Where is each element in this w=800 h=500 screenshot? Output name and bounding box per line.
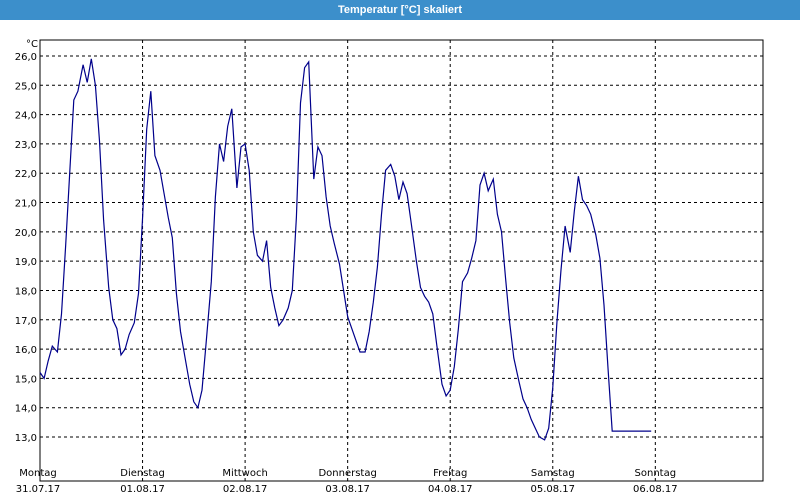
x-tick-date: 05.08.17 [531, 484, 576, 495]
y-tick-label: 13,0 [15, 433, 37, 444]
temperature-chart: °C 26,0 25,0 24,0 23,0 22,0 21,0 20,0 19,0 18,0 1… [15, 39, 764, 495]
x-tick-weekday: Dienstag [120, 468, 165, 479]
x-tick-date: 01.08.17 [120, 484, 165, 495]
chart-title: Temperatur [°C] skaliert [0, 0, 800, 20]
y-tick-label: 25,0 [15, 81, 37, 92]
x-tick-weekday: Freitag [433, 468, 467, 479]
y-tick-label: 14,0 [15, 404, 37, 415]
x-tick-weekday: Samstag [531, 468, 575, 479]
y-tick-labels: 26,0 25,0 24,0 23,0 22,0 21,0 20,0 19,0 18,0 17,0… [15, 52, 37, 444]
y-axis-unit-label: °C [26, 39, 38, 50]
y-tick-label: 15,0 [15, 374, 37, 385]
x-tick-date: 02.08.17 [223, 484, 268, 495]
y-tick-label: 23,0 [15, 140, 37, 151]
y-tick-label: 18,0 [15, 286, 37, 297]
x-tick-labels: Montag 31.07.17 Dienstag 01.08.17 Mittwoch 02… [16, 468, 678, 495]
y-tick-label: 19,0 [15, 257, 37, 268]
y-tick-label: 16,0 [15, 345, 37, 356]
y-tick-label: 17,0 [15, 316, 37, 327]
x-tick-weekday: Donnerstag [318, 468, 376, 479]
x-tick-weekday: Mittwoch [222, 468, 267, 479]
y-tick-label: 20,0 [15, 228, 37, 239]
x-tick-weekday: Sonntag [635, 468, 677, 479]
y-tick-label: 21,0 [15, 199, 37, 210]
grid-layer [40, 40, 763, 481]
x-tick-date: 04.08.17 [428, 484, 473, 495]
y-tick-label: 22,0 [15, 169, 37, 180]
x-tick-date: 06.08.17 [633, 484, 678, 495]
y-tick-label: 26,0 [15, 52, 37, 63]
x-tick-date: 31.07.17 [16, 484, 61, 495]
temperature-series-line [39, 58, 652, 441]
x-tick-weekday: Montag [19, 468, 56, 479]
x-tick-date: 03.08.17 [325, 484, 370, 495]
y-tick-label: 24,0 [15, 111, 37, 122]
plot-frame [39, 39, 764, 482]
